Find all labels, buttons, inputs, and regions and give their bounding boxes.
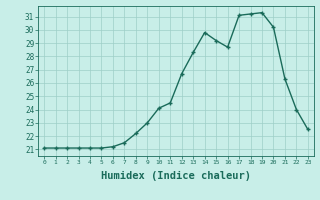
X-axis label: Humidex (Indice chaleur): Humidex (Indice chaleur) xyxy=(101,171,251,181)
